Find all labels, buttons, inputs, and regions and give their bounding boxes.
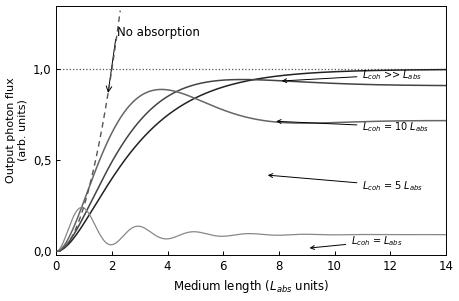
Text: $L_{coh}$ = 10 $L_{abs}$: $L_{coh}$ = 10 $L_{abs}$ [277, 119, 430, 134]
Y-axis label: Output photon flux
(arb. units): Output photon flux (arb. units) [6, 77, 27, 183]
Text: $L_{coh}$ >> $L_{abs}$: $L_{coh}$ >> $L_{abs}$ [283, 68, 422, 83]
Text: $L_{coh}$ = 5 $L_{abs}$: $L_{coh}$ = 5 $L_{abs}$ [269, 174, 423, 193]
Text: No absorption: No absorption [118, 26, 200, 39]
X-axis label: Medium length ($L_{abs}$ units): Medium length ($L_{abs}$ units) [173, 278, 329, 296]
Text: $L_{coh}$ = $L_{abs}$: $L_{coh}$ = $L_{abs}$ [311, 234, 403, 250]
